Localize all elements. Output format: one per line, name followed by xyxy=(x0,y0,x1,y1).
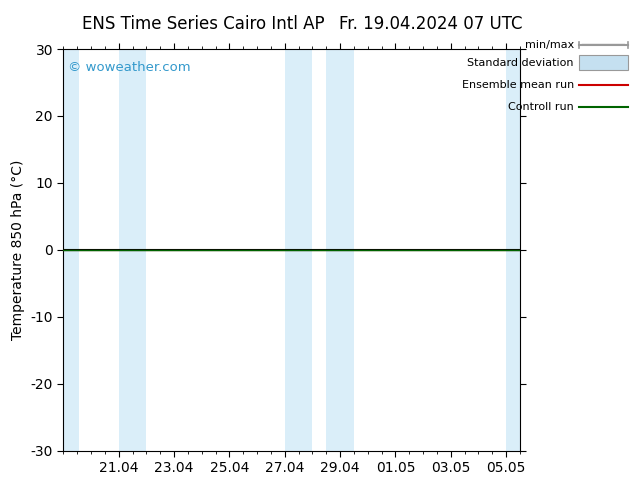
FancyBboxPatch shape xyxy=(579,55,628,70)
Text: ENS Time Series Cairo Intl AP: ENS Time Series Cairo Intl AP xyxy=(82,15,324,33)
Y-axis label: Temperature 850 hPa (°C): Temperature 850 hPa (°C) xyxy=(11,160,25,340)
Bar xyxy=(506,49,520,451)
Text: © woweather.com: © woweather.com xyxy=(68,61,191,74)
Bar xyxy=(285,49,313,451)
Bar xyxy=(63,49,79,451)
Text: Ensemble mean run: Ensemble mean run xyxy=(462,80,574,91)
Text: Standard deviation: Standard deviation xyxy=(467,57,574,68)
Bar xyxy=(327,49,354,451)
Text: Fr. 19.04.2024 07 UTC: Fr. 19.04.2024 07 UTC xyxy=(339,15,523,33)
Text: min/max: min/max xyxy=(524,40,574,50)
Text: Controll run: Controll run xyxy=(508,101,574,112)
Bar xyxy=(119,49,146,451)
